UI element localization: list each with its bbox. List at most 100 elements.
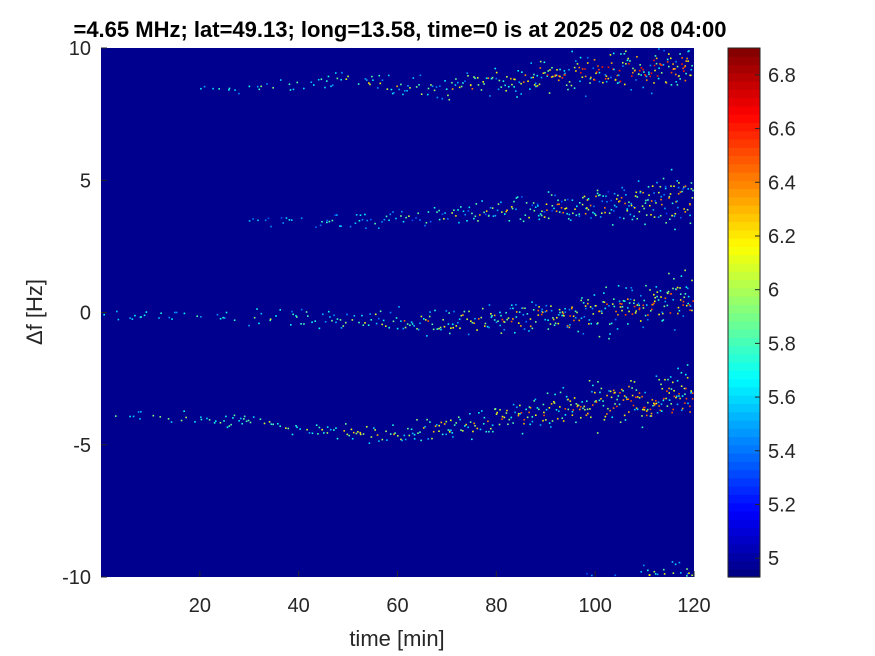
signal-speckle bbox=[593, 212, 596, 215]
signal-speckle bbox=[234, 89, 236, 91]
signal-speckle bbox=[543, 61, 546, 64]
signal-speckle bbox=[600, 387, 603, 390]
signal-speckle bbox=[585, 307, 587, 310]
signal-speckle bbox=[625, 287, 627, 289]
signal-speckle bbox=[641, 426, 644, 429]
signal-speckle bbox=[524, 74, 527, 76]
signal-speckle bbox=[487, 420, 489, 423]
signal-speckle bbox=[500, 332, 503, 335]
signal-speckle bbox=[663, 397, 665, 400]
signal-speckle bbox=[650, 92, 653, 95]
signal-speckle bbox=[683, 387, 686, 390]
signal-speckle bbox=[648, 574, 651, 576]
signal-speckle bbox=[561, 311, 564, 313]
signal-speckle bbox=[411, 323, 414, 325]
signal-speckle bbox=[547, 217, 550, 220]
signal-speckle bbox=[626, 59, 629, 62]
signal-speckle bbox=[683, 186, 686, 189]
signal-speckle bbox=[685, 72, 687, 75]
signal-speckle bbox=[673, 389, 675, 392]
signal-speckle bbox=[416, 418, 418, 421]
signal-speckle bbox=[451, 432, 454, 434]
signal-speckle bbox=[315, 226, 317, 229]
signal-speckle bbox=[508, 220, 511, 222]
signal-speckle bbox=[422, 427, 425, 429]
signal-speckle bbox=[512, 307, 514, 310]
signal-speckle bbox=[658, 191, 660, 194]
colorbar-swatch bbox=[728, 510, 760, 520]
signal-speckle bbox=[276, 422, 279, 425]
signal-speckle bbox=[381, 221, 383, 223]
signal-speckle bbox=[685, 286, 688, 288]
signal-speckle bbox=[388, 219, 390, 222]
signal-speckle bbox=[654, 296, 657, 299]
signal-speckle bbox=[318, 426, 321, 429]
signal-speckle bbox=[441, 213, 444, 215]
signal-speckle bbox=[507, 85, 510, 88]
signal-speckle bbox=[669, 193, 672, 195]
signal-speckle bbox=[405, 216, 407, 219]
signal-speckle bbox=[614, 403, 616, 405]
signal-speckle bbox=[555, 74, 558, 77]
signal-speckle bbox=[555, 316, 558, 319]
signal-speckle bbox=[662, 63, 665, 66]
signal-speckle bbox=[321, 220, 323, 223]
signal-speckle bbox=[631, 218, 634, 221]
signal-speckle bbox=[685, 60, 688, 62]
colorbar-swatch bbox=[728, 122, 760, 132]
signal-speckle bbox=[579, 416, 582, 419]
colorbar-tick-label: 6.6 bbox=[768, 119, 796, 141]
signal-speckle bbox=[580, 299, 582, 302]
signal-speckle bbox=[687, 60, 689, 62]
signal-speckle bbox=[659, 185, 662, 188]
signal-speckle bbox=[596, 192, 599, 195]
signal-speckle bbox=[601, 66, 604, 68]
colorbar-swatch bbox=[728, 345, 760, 355]
signal-speckle bbox=[662, 399, 665, 402]
colorbar-swatch bbox=[728, 436, 760, 446]
signal-speckle bbox=[378, 440, 380, 442]
signal-speckle bbox=[562, 386, 565, 389]
signal-speckle bbox=[436, 211, 438, 213]
signal-speckle bbox=[636, 217, 639, 220]
signal-speckle bbox=[485, 77, 488, 80]
signal-speckle bbox=[544, 310, 547, 313]
signal-speckle bbox=[531, 301, 533, 303]
signal-speckle bbox=[595, 400, 597, 402]
signal-speckle bbox=[351, 437, 354, 440]
signal-speckle bbox=[491, 76, 494, 79]
signal-speckle bbox=[614, 318, 617, 321]
signal-speckle bbox=[684, 65, 687, 67]
signal-speckle bbox=[432, 430, 435, 433]
signal-speckle bbox=[468, 206, 471, 209]
signal-speckle bbox=[340, 78, 343, 81]
signal-speckle bbox=[140, 316, 142, 318]
signal-speckle bbox=[623, 395, 626, 397]
signal-speckle bbox=[494, 214, 497, 217]
signal-speckle bbox=[463, 310, 466, 313]
signal-speckle bbox=[512, 318, 514, 320]
colorbar-swatch bbox=[728, 469, 760, 479]
signal-speckle bbox=[568, 326, 571, 329]
signal-speckle bbox=[620, 388, 623, 391]
signal-speckle bbox=[623, 300, 626, 302]
signal-speckle bbox=[691, 279, 693, 282]
colorbar-swatch bbox=[728, 254, 760, 264]
signal-speckle bbox=[580, 71, 582, 74]
signal-speckle bbox=[595, 195, 597, 198]
signal-speckle bbox=[630, 287, 633, 289]
signal-speckle bbox=[687, 50, 689, 53]
signal-speckle bbox=[402, 327, 405, 330]
signal-speckle bbox=[571, 414, 574, 417]
signal-speckle bbox=[604, 211, 606, 214]
signal-speckle bbox=[662, 568, 665, 571]
colorbar-swatch bbox=[728, 386, 760, 396]
signal-speckle bbox=[538, 408, 540, 411]
signal-speckle bbox=[253, 316, 256, 319]
signal-speckle bbox=[471, 438, 473, 441]
signal-speckle bbox=[598, 310, 601, 313]
signal-speckle bbox=[497, 88, 500, 91]
signal-speckle bbox=[581, 76, 584, 79]
signal-speckle bbox=[629, 213, 632, 216]
